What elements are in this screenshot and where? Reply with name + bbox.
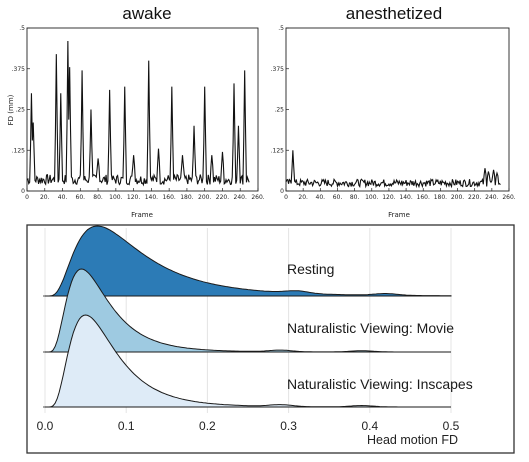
plot-frame [285, 27, 510, 192]
x-tick-label: 20. [298, 194, 308, 201]
x-tick-label: 60. [333, 194, 343, 201]
label-resting: Resting [287, 261, 334, 277]
ridgeline-xlabel: Head motion FD [367, 433, 458, 447]
x-tick-label: 100. [109, 194, 122, 201]
x-tick-label: 240. [234, 194, 247, 201]
x-tick-label: 40. [58, 194, 68, 201]
y-tick-label: .125 [12, 147, 26, 154]
anesthetized-xlabel: Frame [388, 211, 410, 219]
label-movie: Naturalistic Viewing: Movie [287, 320, 454, 336]
label-inscapes: Naturalistic Viewing: Inscapes [287, 376, 473, 392]
awake-panel: awake FD (mm) Frame 0 20. 40. 60. 80. 100. 120… [7, 4, 265, 219]
y-tick-label: .5 [19, 25, 25, 32]
awake-ylabel: FD (mm) [7, 94, 15, 125]
x-tick-label: 140. [145, 194, 158, 201]
anesthetized-fd-series [285, 150, 501, 189]
y-tick-label: .25 [274, 107, 284, 114]
x-tick-label: 260. [502, 194, 515, 201]
x-tick-label: 0.2 [199, 419, 216, 433]
anesthetized-title: anesthetized [346, 4, 442, 23]
x-tick-label: 60. [76, 194, 86, 201]
x-tick-label: 260. [251, 194, 264, 201]
x-tick-label: 140. [399, 194, 412, 201]
x-tick-label: 180. [434, 194, 447, 201]
x-tick-label: 200. [451, 194, 464, 201]
anesthetized-panel: anesthetized Frame 0 20. 40. 60. 80. 100. 120.… [271, 4, 516, 219]
x-tick-label: 220. [468, 194, 481, 201]
y-tick-label: .375 [12, 66, 26, 73]
y-tick-label: 0 [280, 188, 284, 195]
density-ridge-1 [45, 225, 452, 297]
awake-fd-series [26, 41, 250, 187]
x-tick-label: 160. [417, 194, 430, 201]
x-tick-label: 100. [365, 194, 378, 201]
x-tick-label: 40. [316, 194, 326, 201]
x-tick-label: 0.3 [280, 419, 297, 433]
x-tick-label: 0.0 [37, 419, 54, 433]
y-tick-label: .125 [271, 147, 285, 154]
x-tick-label: 120. [127, 194, 140, 201]
x-tick-label: 0 [284, 194, 288, 201]
ridgeline-panel: 0.0 0.1 0.2 0.3 0.4 0.5 Resting Naturalistic … [26, 224, 515, 454]
y-tick-label: 0 [21, 188, 25, 195]
x-tick-label: 120. [382, 194, 395, 201]
awake-title: awake [122, 4, 171, 23]
x-tick-label: 0.5 [443, 419, 460, 433]
x-tick-label: 160. [162, 194, 175, 201]
awake-xlabel: Frame [131, 211, 153, 219]
y-tick-label: .25 [15, 107, 25, 114]
anesthetized-axes: 0 20. 40. 60. 80. 100. 120. 140. 160. 180. 200. 220… [271, 25, 516, 201]
x-tick-label: 20. [40, 194, 50, 201]
x-tick-label: 240. [485, 194, 498, 201]
x-tick-label: 80. [93, 194, 103, 201]
x-tick-label: 0.1 [118, 419, 135, 433]
ridgeline-series [43, 225, 452, 408]
x-tick-label: 180. [180, 194, 193, 201]
y-tick-label: .5 [278, 25, 284, 32]
x-tick-label: 0 [25, 194, 29, 201]
y-tick-label: .375 [271, 66, 285, 73]
awake-axes: 0 20. 40. 60. 80. 100. 120. 140. 160. 180. 200. 220… [12, 25, 265, 201]
ridgeline-x-ticks: 0.0 0.1 0.2 0.3 0.4 0.5 [37, 419, 460, 433]
x-tick-label: 80. [350, 194, 360, 201]
x-tick-label: 220. [216, 194, 229, 201]
x-tick-label: 0.4 [361, 419, 378, 433]
x-tick-label: 200. [198, 194, 211, 201]
